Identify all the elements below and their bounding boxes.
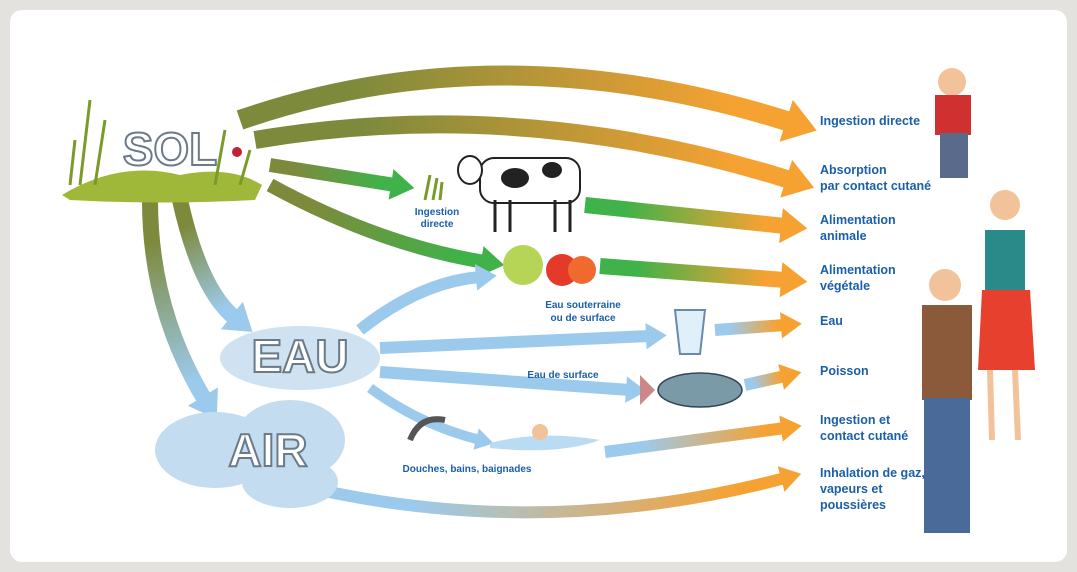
outcome-label: végétale: [820, 279, 870, 293]
outcome-label: Alimentation: [820, 263, 896, 277]
outcome-label: Absorption: [820, 163, 887, 177]
groundwater-label: Eau souterraine: [545, 300, 621, 311]
bathing-label: Douches, bains, baignades: [403, 464, 532, 475]
groundwater-label: ou de surface: [550, 313, 615, 324]
outcome-label: Alimentation: [820, 213, 896, 227]
outcome-label: Poisson: [820, 364, 869, 378]
outcome-label: contact cutané: [820, 429, 908, 443]
outcome-label: Ingestion directe: [820, 114, 920, 128]
arrow-shaft: [715, 325, 785, 330]
outcome-label: Ingestion et: [820, 413, 891, 427]
outcome-label: Eau: [820, 314, 843, 328]
outcome-label: poussières: [820, 498, 886, 512]
source-sol: SOL: [123, 123, 218, 175]
source-eau: EAU: [251, 330, 348, 382]
outcome-label: Inhalation de gaz,: [820, 466, 925, 480]
outcome-label: vapeurs et: [820, 482, 883, 496]
outcome-label: animale: [820, 229, 867, 243]
surface-water-label: Eau de surface: [527, 370, 599, 381]
glass: [675, 310, 705, 354]
cow-ingestion-label: Ingestion: [415, 207, 459, 218]
diagram: SOL EAU AIR Ingestion directe Absorption p…: [0, 0, 1077, 572]
source-air: AIR: [228, 424, 307, 476]
outcome-label: par contact cutané: [820, 179, 931, 193]
cow-ingestion-label: directe: [421, 219, 454, 230]
